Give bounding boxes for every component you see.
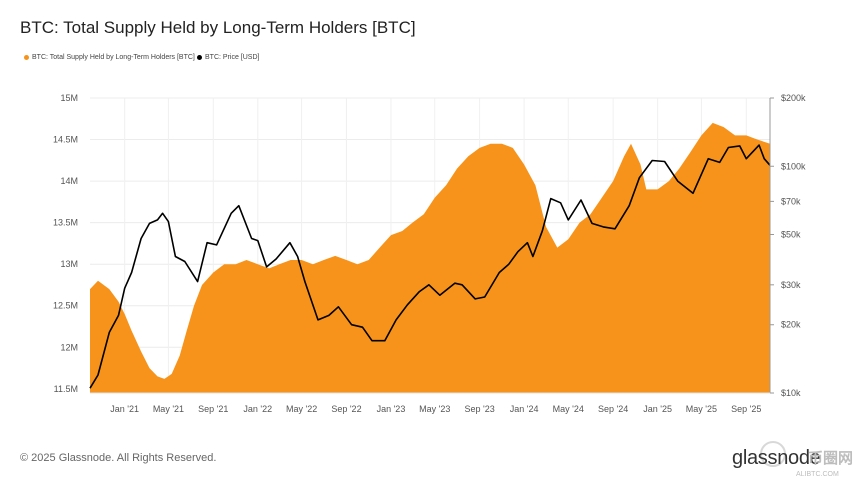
y-right-tick-label: $200k	[781, 93, 806, 103]
watermark-text: 币圈网	[808, 450, 854, 467]
lth-supply-area	[90, 122, 770, 394]
x-tick-label: Jan '23	[377, 404, 406, 414]
x-tick-label: Sep '21	[198, 404, 228, 414]
y-left-tick-label: 14.5M	[53, 135, 78, 145]
legend-item-lth-supply[interactable]: BTC: Total Supply Held by Long-Term Hold…	[24, 54, 195, 61]
y-right-tick-label: $10k	[781, 388, 801, 398]
x-tick-label: May '24	[553, 404, 584, 414]
y-right-tick-label: $50k	[781, 230, 801, 240]
y-right-tick-label: $100k	[781, 161, 806, 171]
y-left-tick-label: 14M	[60, 176, 78, 186]
legend-label-price: BTC: Price [USD]	[205, 54, 260, 61]
x-tick-label: Jan '24	[510, 404, 539, 414]
x-tick-label: May '25	[686, 404, 717, 414]
glassnode-logo: glassnode	[732, 447, 821, 469]
y-left-tick-label: 11.5M	[54, 384, 78, 394]
y-left-tick-label: 15M	[60, 93, 78, 103]
legend-label-lth-supply: BTC: Total Supply Held by Long-Term Hold…	[32, 54, 195, 61]
y-right-tick-label: $20k	[781, 320, 801, 330]
x-tick-label: Sep '23	[464, 404, 494, 414]
x-tick-label: May '22	[286, 404, 317, 414]
watermark-url: ALIBTC.COM	[796, 471, 839, 478]
x-tick-label: Jan '25	[643, 404, 672, 414]
y-left-tick-label: 12M	[60, 342, 78, 352]
x-tick-label: Jan '21	[110, 404, 139, 414]
y-left-tick-label: 13.5M	[53, 218, 78, 228]
black-dot-icon	[197, 55, 202, 60]
axes	[90, 97, 774, 394]
x-tick-label: Sep '24	[598, 404, 628, 414]
price-line	[89, 144, 771, 389]
y-left-tick-label: 13M	[60, 259, 78, 269]
x-tick-label: Sep '25	[731, 404, 761, 414]
y-left-tick-label: 12.5M	[53, 301, 78, 311]
legend-item-price[interactable]: BTC: Price [USD]	[197, 54, 259, 61]
chart-title: BTC: Total Supply Held by Long-Term Hold…	[20, 18, 416, 37]
x-tick-label: Sep '22	[331, 404, 361, 414]
x-tick-label: Jan '22	[243, 404, 272, 414]
x-tick-label: May '21	[153, 404, 184, 414]
orange-dot-icon	[24, 55, 29, 60]
x-tick-label: May '23	[419, 404, 450, 414]
y-right-tick-label: $70k	[781, 196, 801, 206]
copyright-text: © 2025 Glassnode. All Rights Reserved.	[20, 452, 217, 464]
y-right-tick-label: $30k	[781, 280, 801, 290]
tick-labels: 11.5M 12M 12.5M 13M 13.5M 14M 14.5M 15M $10k $20k…	[53, 93, 806, 414]
watermark-badge-icon	[760, 441, 786, 467]
